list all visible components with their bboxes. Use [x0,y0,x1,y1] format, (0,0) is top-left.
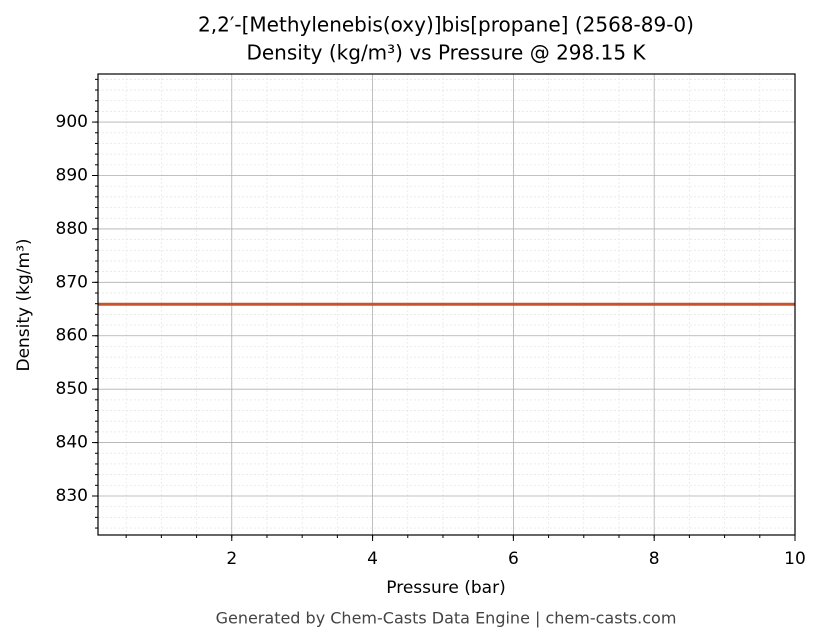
y-tick-label: 830 [56,486,88,506]
x-tick-label: 10 [784,549,806,569]
x-axis-label: Pressure (bar) [386,578,505,598]
axes-frame [97,73,796,536]
footer: Generated by Chem-Casts Data Engine | ch… [216,609,677,628]
y-tick-label: 900 [56,112,88,132]
chart-subtitle: Density (kg/m³) vs Pressure @ 298.15 K [246,41,646,65]
y-tick-label: 880 [56,219,88,239]
x-tick-label: 8 [649,549,660,569]
x-tick-label: 4 [367,549,378,569]
y-tick-label: 870 [56,272,88,292]
x-tick-label: 6 [508,549,519,569]
x-tick-label: 2 [226,549,237,569]
y-tick-label: 890 [56,165,88,185]
y-tick-label: 840 [56,433,88,453]
chart-title: 2,2′-[Methylenebis(oxy)]bis[propane] (25… [198,13,694,37]
y-tick-label: 860 [56,326,88,346]
y-tick-label: 850 [56,379,88,399]
y-axis-label: Density (kg/m³) [14,238,34,371]
